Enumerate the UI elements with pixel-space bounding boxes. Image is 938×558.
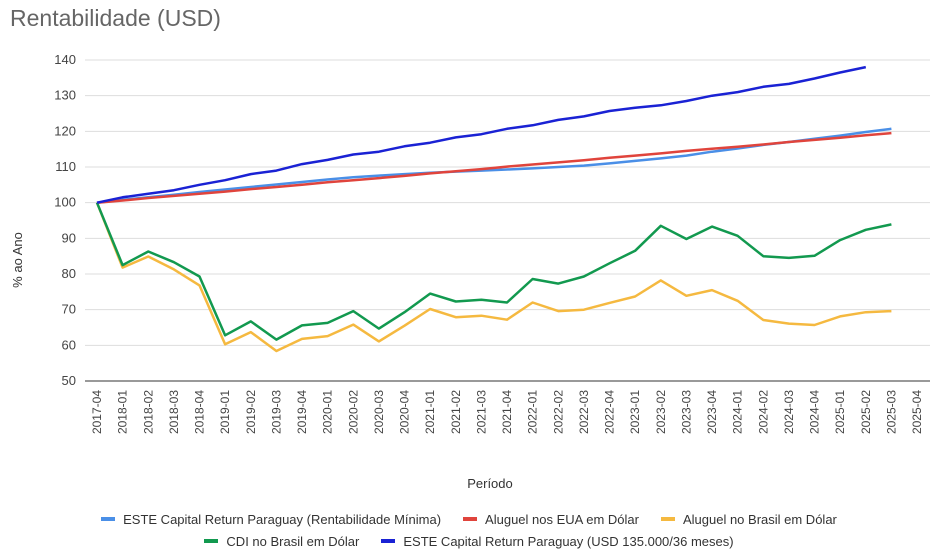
x-tick-label: 2018-01 — [116, 390, 130, 434]
x-tick-label: 2025-03 — [884, 390, 898, 434]
x-tick-label: 2020-01 — [321, 390, 335, 434]
series-line — [96, 131, 892, 204]
x-tick-label: 2018-03 — [167, 390, 181, 434]
legend-item: Aluguel nos EUA em Dólar — [463, 512, 639, 527]
x-tick-label: 2024-03 — [782, 390, 796, 434]
x-tick-label: 2019-04 — [295, 390, 309, 434]
x-tick-label: 2023-04 — [705, 390, 719, 434]
y-tick-label: 90 — [62, 230, 76, 245]
legend-item: ESTE Capital Return Paraguay (USD 135.00… — [381, 533, 734, 549]
x-tick-label: 2022-01 — [526, 390, 540, 434]
legend-label: CDI no Brasil em Dólar — [226, 533, 360, 549]
chart-title: Rentabilidade (USD) — [10, 5, 221, 31]
x-tick-label: 2025-01 — [833, 390, 847, 434]
x-tick-label: 2021-02 — [449, 390, 463, 434]
legend-swatch — [660, 517, 675, 521]
y-tick-label: 130 — [54, 88, 76, 103]
y-tick-label: 70 — [62, 302, 76, 317]
x-tick-label: 2024-01 — [731, 390, 745, 434]
x-tick-label: 2018-04 — [193, 390, 207, 434]
legend: ESTE Capital Return Paraguay (Rentabilid… — [0, 508, 938, 552]
x-tick-label: 2023-02 — [654, 390, 668, 434]
x-tick-label: 2024-02 — [756, 390, 770, 434]
legend-item: Aluguel no Brasil em Dólar — [660, 511, 837, 527]
y-tick-label: 100 — [54, 195, 76, 210]
x-tick-label: 2021-01 — [423, 390, 437, 434]
legend-row: CDI no Brasil em Dólar ESTE Capital Retur… — [0, 530, 938, 552]
x-tick-label: 2022-03 — [577, 390, 591, 434]
chart: Rentabilidade (USD) Período % ao Ano 50 6… — [10, 5, 930, 491]
x-tick-label: 2020-03 — [372, 390, 386, 434]
y-tick-label: 50 — [62, 373, 76, 388]
x-tick-label: 2020-02 — [346, 390, 360, 434]
x-tick-label: 2022-02 — [551, 390, 565, 434]
legend-swatch — [463, 517, 478, 521]
x-tick-label: 2025-02 — [859, 390, 873, 434]
x-tick-label: 2018-02 — [141, 390, 155, 434]
x-tick-label: 2017-04 — [90, 390, 104, 434]
x-tick-label: 2021-04 — [500, 390, 514, 434]
y-tick-label: 140 — [54, 52, 76, 67]
x-tick-label: 2023-01 — [628, 390, 642, 434]
y-tick-label: 120 — [54, 123, 76, 138]
x-tick-label: 2023-03 — [679, 390, 693, 434]
legend-swatch — [204, 539, 219, 543]
y-tick-label: 60 — [62, 337, 76, 352]
x-axis-title: Período — [467, 476, 513, 491]
x-tick-label: 2025-04 — [910, 390, 924, 434]
x-tick-label: 2024-04 — [808, 390, 822, 434]
x-tick-label: 2019-02 — [244, 390, 258, 434]
legend-row: ESTE Capital Return Paraguay (Rentabilid… — [0, 508, 938, 530]
x-tick-label: 2020-04 — [398, 390, 412, 434]
x-tick-label: 2021-03 — [474, 390, 488, 434]
series-line — [95, 202, 892, 341]
series-line — [96, 65, 867, 204]
legend-label: ESTE Capital Return Paraguay (Rentabilid… — [123, 511, 442, 527]
series-line — [95, 202, 892, 353]
legend-swatch — [101, 517, 116, 521]
legend-label: ESTE Capital Return Paraguay (USD 135.00… — [403, 533, 734, 549]
x-tick-label: 2019-01 — [218, 390, 232, 434]
y-tick-label: 110 — [55, 159, 76, 174]
x-tick-label: 2022-04 — [603, 390, 617, 434]
legend-swatch — [381, 539, 396, 543]
y-axis-title: % ao Ano — [10, 232, 25, 288]
legend-item: ESTE Capital Return Paraguay (Rentabilid… — [101, 512, 441, 527]
legend-item: CDI no Brasil em Dólar — [204, 534, 359, 549]
legend-label: Aluguel nos EUA em Dólar — [485, 511, 639, 527]
y-tick-label: 80 — [62, 266, 76, 281]
x-tick-label: 2019-03 — [269, 390, 283, 434]
legend-label: Aluguel no Brasil em Dólar — [682, 511, 837, 527]
